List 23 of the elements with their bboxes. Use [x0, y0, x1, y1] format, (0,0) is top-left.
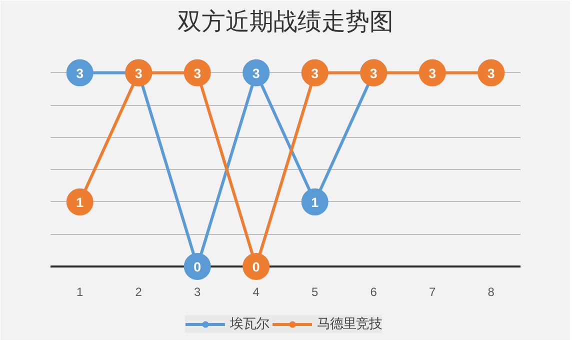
x-tick-label: 8 [488, 284, 495, 299]
data-label: 3 [76, 66, 84, 81]
x-tick-label: 5 [312, 284, 319, 299]
data-label: 3 [370, 66, 378, 81]
chart-title: 双方近期战绩走势图 [178, 8, 394, 36]
x-tick-label: 7 [429, 284, 436, 299]
x-tick-label: 1 [76, 284, 84, 299]
data-label: 3 [311, 66, 319, 81]
data-label: 3 [252, 66, 260, 81]
legend-label: 埃瓦尔 [230, 316, 269, 333]
x-tick-label: 4 [252, 284, 260, 299]
x-tick-label: 2 [135, 284, 142, 299]
data-label: 3 [134, 66, 142, 81]
data-label: 1 [311, 194, 320, 210]
data-label: 0 [194, 259, 202, 274]
data-label: 3 [487, 66, 495, 81]
data-label: 1 [76, 194, 84, 210]
x-tick-label: 3 [194, 284, 202, 299]
data-label: 0 [252, 259, 260, 274]
data-label: 3 [194, 66, 202, 81]
legend-label: 马德里竞技 [317, 316, 382, 333]
data-label: 3 [428, 66, 436, 81]
x-tick-label: 6 [370, 284, 378, 299]
